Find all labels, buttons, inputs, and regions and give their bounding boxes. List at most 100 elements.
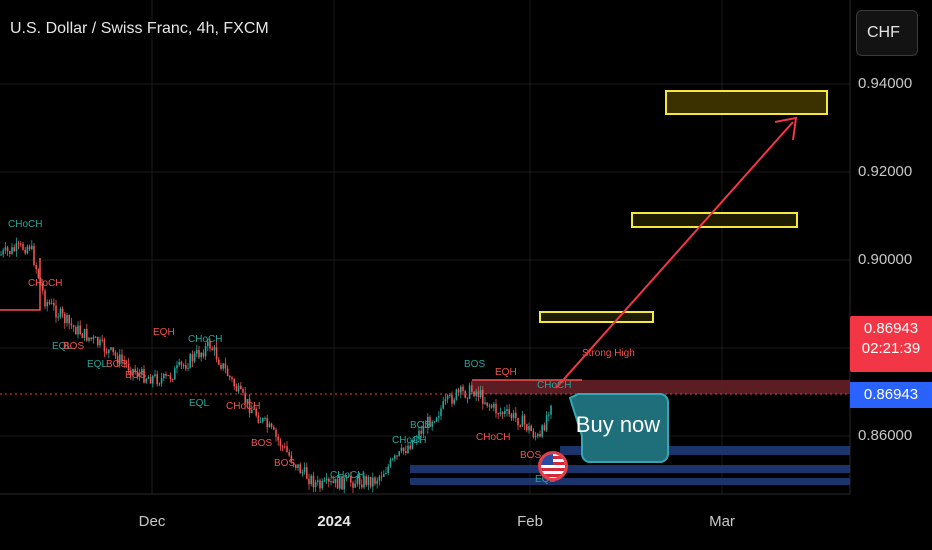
- candle-body: [105, 351, 108, 353]
- candle-body: [253, 408, 255, 410]
- candle-body: [163, 373, 165, 379]
- candle-body: [543, 425, 546, 431]
- candle-body: [262, 418, 264, 422]
- candle-body: [512, 412, 515, 419]
- candle-body: [345, 476, 348, 479]
- candle-body: [519, 425, 521, 427]
- candle-body: [125, 362, 128, 364]
- candle-body: [545, 415, 548, 431]
- candle-body: [422, 426, 425, 434]
- candle-body: [123, 361, 125, 363]
- candle-body: [156, 374, 158, 385]
- candle-body: [92, 336, 95, 339]
- candle-body: [297, 464, 299, 468]
- smc-label: BOS: [274, 458, 295, 469]
- projection-arrow[interactable]: [555, 121, 794, 389]
- candle-body: [290, 455, 293, 463]
- candle-body: [244, 392, 246, 404]
- candle-body: [385, 473, 387, 475]
- candle-body: [477, 391, 480, 398]
- candle-body: [336, 478, 339, 489]
- target-box-1[interactable]: [539, 311, 654, 323]
- candle-body: [424, 426, 427, 429]
- price-tick: 0.86000: [858, 427, 913, 444]
- time-tick: 2024: [317, 513, 351, 530]
- candle-body: [101, 339, 103, 341]
- candle-body: [363, 476, 365, 488]
- candle-body: [440, 408, 442, 417]
- candle-body: [312, 475, 315, 488]
- candle-body: [479, 389, 482, 398]
- target-box-2[interactable]: [631, 212, 798, 228]
- candle-body: [165, 373, 167, 376]
- target-box-3[interactable]: [665, 90, 828, 115]
- candle-body: [211, 348, 213, 351]
- candlesticks: [0, 237, 552, 494]
- candle-body: [268, 423, 271, 428]
- candle-body: [303, 467, 306, 472]
- smc-label: CHoCH: [226, 401, 260, 412]
- us-flag-icon[interactable]: [538, 451, 568, 481]
- candle-body: [361, 484, 363, 488]
- bar-countdown: 02:21:39: [861, 340, 921, 357]
- time-tick: Dec: [138, 513, 166, 530]
- candle-body: [332, 481, 334, 483]
- candle-body: [141, 369, 143, 374]
- currency-button[interactable]: CHF: [856, 10, 918, 56]
- candle-body: [407, 445, 409, 453]
- candle-body: [108, 349, 110, 353]
- candle-body: [121, 354, 123, 362]
- candle-body: [207, 341, 209, 346]
- candle-body: [257, 415, 260, 423]
- candle-body: [251, 409, 253, 414]
- smc-label: BOS: [251, 438, 272, 449]
- candle-body: [409, 445, 411, 449]
- candle-body: [11, 247, 13, 254]
- candle-body: [418, 430, 420, 440]
- candle-body: [380, 476, 383, 478]
- smc-label: CHoCH: [392, 435, 426, 446]
- candle-body: [378, 476, 381, 481]
- buy-callout[interactable]: [568, 393, 669, 463]
- candle-body: [369, 476, 372, 487]
- candle-body: [493, 403, 495, 408]
- candle-body: [350, 476, 352, 483]
- candle-body: [224, 363, 227, 369]
- candle-body: [358, 475, 361, 485]
- candle-body: [310, 475, 312, 485]
- candle-body: [323, 480, 326, 482]
- candle-body: [204, 345, 207, 357]
- candle-body: [72, 325, 75, 327]
- candle-body: [534, 436, 537, 438]
- candle-body: [352, 482, 354, 488]
- smc-label: CHoCH: [537, 380, 571, 391]
- candle-body: [383, 473, 385, 477]
- candle-body: [20, 243, 22, 245]
- candle-body: [215, 347, 218, 360]
- candle-body: [277, 436, 279, 441]
- candle-body: [354, 483, 356, 488]
- demand-zone-3: [410, 478, 850, 485]
- candle-body: [495, 403, 497, 414]
- time-tick: Mar: [709, 513, 735, 530]
- candle-body: [182, 364, 185, 366]
- candle-body: [167, 375, 169, 377]
- candle-body: [523, 415, 526, 425]
- candle-body: [279, 440, 282, 447]
- candle-body: [321, 480, 323, 489]
- candle-body: [145, 378, 147, 383]
- candle-body: [394, 455, 396, 459]
- candle-body: [226, 368, 229, 376]
- candle-body: [292, 462, 295, 465]
- candle-body: [119, 354, 121, 364]
- candle-body: [284, 446, 286, 448]
- candle-body: [154, 374, 156, 377]
- candle-body: [200, 352, 202, 358]
- candle-body: [330, 481, 332, 483]
- candle-body: [389, 459, 392, 467]
- candle-body: [473, 391, 475, 397]
- candle-body: [174, 368, 176, 380]
- buy-now-label[interactable]: Buy now: [575, 412, 661, 437]
- candle-body: [416, 439, 418, 441]
